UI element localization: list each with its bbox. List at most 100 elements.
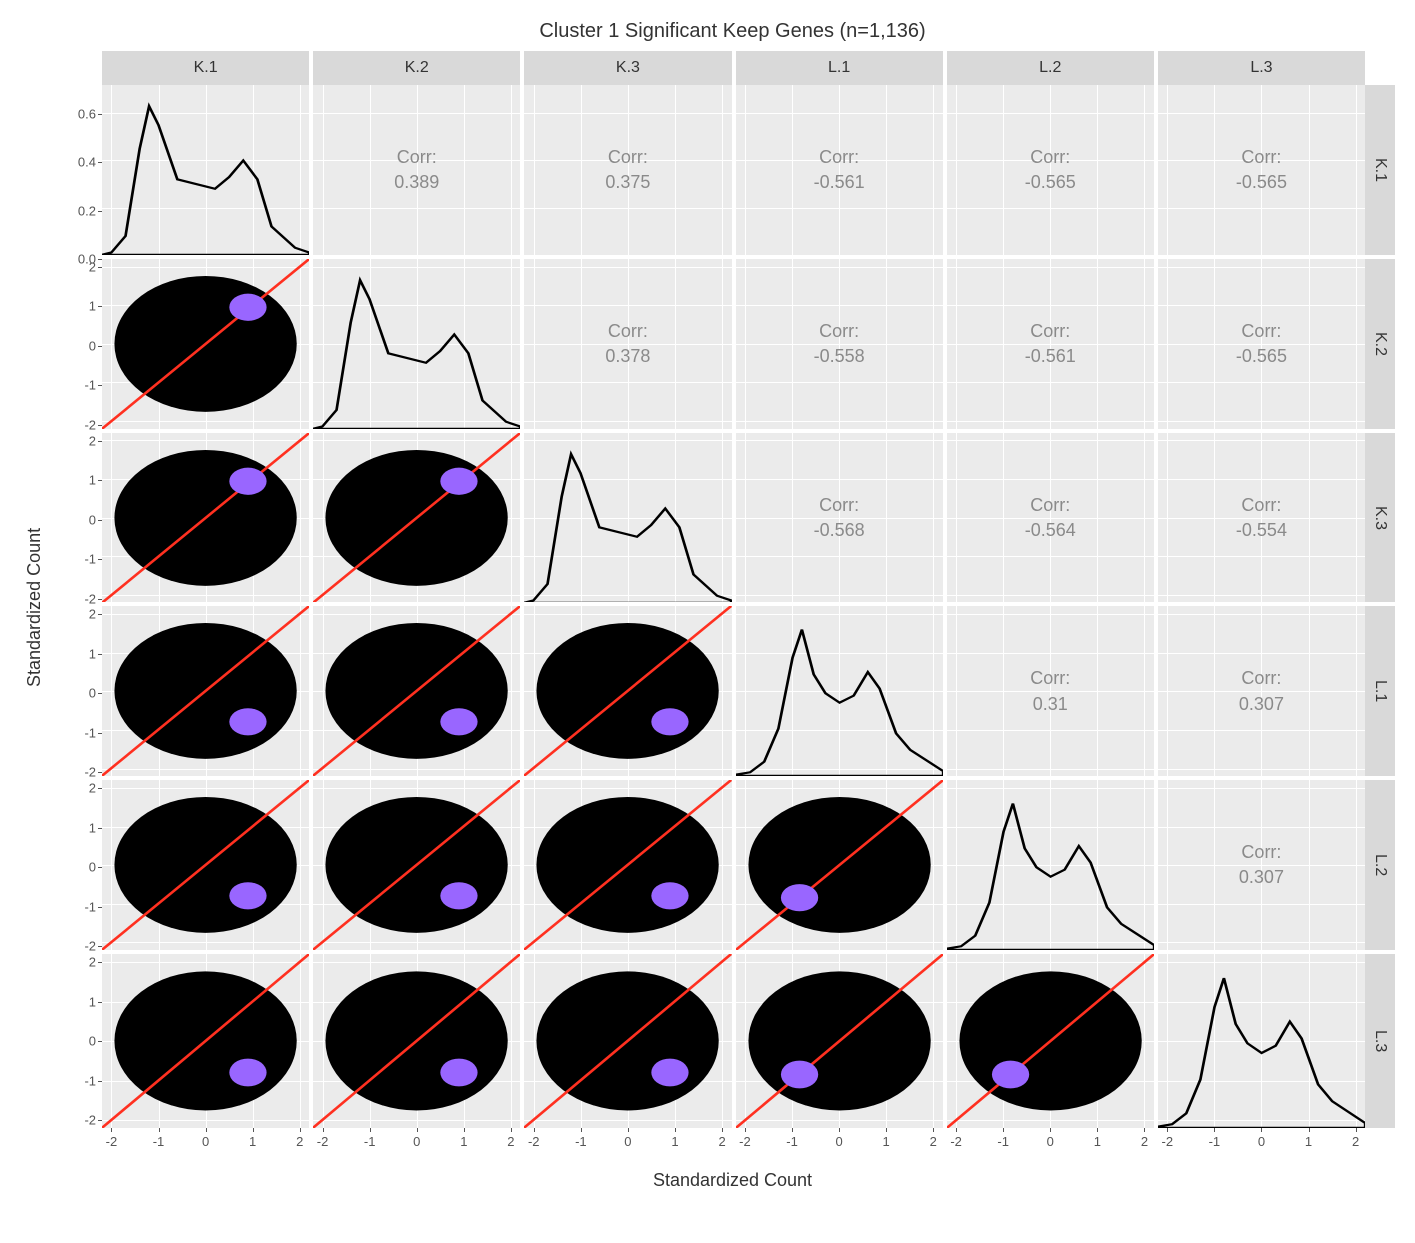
x-tick-label: 0 [413, 1134, 420, 1149]
y-tick-label: 2 [89, 259, 96, 274]
column-strips: K.1K.2K.3L.1L.2L.3 [102, 51, 1365, 85]
scatter-panel [313, 954, 520, 1128]
corr-cell: Corr:0.307 [1158, 780, 1365, 954]
corr-value: Corr:0.307 [1239, 666, 1284, 716]
density-panel [313, 259, 520, 429]
row-cells: Corr:0.389Corr:0.375Corr:-0.561Corr:-0.5… [102, 85, 1365, 259]
x-axis-row: -2-1012-2-1012-2-1012-2-1012-2-1012-2-10… [102, 1128, 1365, 1164]
scatter-panel [524, 954, 731, 1128]
x-tick-label: -1 [575, 1134, 587, 1149]
plot-main: K.1K.2K.3L.1L.2L.3 0.00.20.40.6Corr:0.38… [52, 51, 1395, 1164]
facet-row: -2-1012L.3 [52, 954, 1395, 1128]
facet-row: -2-1012Corr:0.307L.2 [52, 780, 1395, 954]
x-axis-cell: -2-1012 [947, 1128, 1158, 1164]
y-tick-label: 0 [89, 686, 96, 701]
corr-value: Corr:-0.561 [1025, 319, 1076, 369]
facet-row: -2-1012Corr:-0.568Corr:-0.564Corr:-0.554… [52, 433, 1395, 607]
y-tick-label: -1 [84, 1073, 96, 1088]
x-tick-label: 1 [1305, 1134, 1312, 1149]
y-tick-label: 1 [89, 820, 96, 835]
corr-cell: Corr:0.31 [947, 606, 1158, 780]
plot-grid: Standardized Count K.1K.2K.3L.1L.2L.3 0.… [20, 51, 1395, 1164]
corr-value: Corr:-0.564 [1025, 492, 1076, 542]
scatter-cell [102, 954, 313, 1128]
scatter-cell [313, 780, 524, 954]
row-cells: Corr:0.307 [102, 780, 1365, 954]
scatter-cell [524, 780, 735, 954]
col-strip: L.2 [947, 51, 1158, 85]
x-tick-label: 1 [249, 1134, 256, 1149]
corr-cell: Corr:-0.565 [1158, 259, 1365, 433]
corr-cell: Corr:-0.561 [947, 259, 1158, 433]
y-tick-label: 0 [89, 338, 96, 353]
scatter-cell [947, 954, 1158, 1128]
scatter-panel [313, 433, 520, 603]
density-panel [102, 85, 309, 255]
diag-cell [947, 780, 1158, 954]
corr-cell: Corr:-0.554 [1158, 433, 1365, 607]
diag-cell [524, 433, 735, 607]
corr-cell: Corr:-0.565 [947, 85, 1158, 259]
x-tick-label: -1 [997, 1134, 1009, 1149]
row-strip: K.2 [1365, 259, 1395, 433]
x-axis-cell: -2-1012 [1158, 1128, 1365, 1164]
x-tick-label: 2 [296, 1134, 303, 1149]
y-axis-cell: -2-1012 [52, 606, 102, 780]
row-strip: L.3 [1365, 954, 1395, 1128]
row-cells: Corr:0.31 Corr:0.307 [102, 606, 1365, 780]
scatter-panel [102, 606, 309, 776]
y-tick-label: -1 [84, 725, 96, 740]
x-tick-label: 2 [1352, 1134, 1359, 1149]
x-tick-label: 1 [883, 1134, 890, 1149]
y-tick-label: 0.2 [78, 203, 96, 218]
corr-cell: Corr:-0.561 [736, 85, 947, 259]
diag-cell [736, 606, 947, 780]
scatter-cell [736, 954, 947, 1128]
y-tick-label: -1 [84, 552, 96, 567]
y-tick-label: 2 [89, 433, 96, 448]
y-tick-label: -2 [84, 417, 96, 432]
x-tick-label: 0 [1258, 1134, 1265, 1149]
x-tick-label: 2 [507, 1134, 514, 1149]
scatter-panel [313, 606, 520, 776]
density-panel [736, 606, 943, 776]
density-panel [524, 433, 731, 603]
scatter-cell [102, 780, 313, 954]
y-tick-label: -1 [84, 378, 96, 393]
corr-cell: Corr:-0.564 [947, 433, 1158, 607]
x-tick-label: 2 [718, 1134, 725, 1149]
facet-row: 0.00.20.40.6Corr:0.389Corr:0.375Corr:-0.… [52, 85, 1395, 259]
corr-value: Corr:-0.561 [814, 145, 865, 195]
scatter-panel [102, 433, 309, 603]
corr-cell: Corr:-0.568 [736, 433, 947, 607]
y-tick-label: -2 [84, 765, 96, 780]
x-axis-cell: -2-1012 [102, 1128, 313, 1164]
col-strip: K.3 [524, 51, 735, 85]
y-axis-cell: -2-1012 [52, 780, 102, 954]
x-tick-label: -2 [106, 1134, 118, 1149]
col-strip: K.2 [313, 51, 524, 85]
scatter-panel [947, 954, 1154, 1128]
scatter-panel [736, 780, 943, 950]
diag-cell [1158, 954, 1365, 1128]
plot-title: Cluster 1 Significant Keep Genes (n=1,13… [20, 20, 1395, 43]
scatter-panel [524, 780, 731, 950]
y-tick-label: -2 [84, 1113, 96, 1128]
corr-cell: Corr:-0.558 [736, 259, 947, 433]
row-strip: K.1 [1365, 85, 1395, 259]
row-cells: Corr:0.378Corr:-0.558Corr:-0.561Corr:-0.… [102, 259, 1365, 433]
facet-row: -2-1012Corr:0.31Corr:0.307L.1 [52, 606, 1395, 780]
col-strip: K.1 [102, 51, 313, 85]
y-tick-label: 0 [89, 1034, 96, 1049]
scatter-cell [313, 954, 524, 1128]
x-tick-label: -2 [528, 1134, 540, 1149]
x-tick-label: -1 [153, 1134, 165, 1149]
x-tick-label: 2 [930, 1134, 937, 1149]
corr-value: Corr:-0.568 [814, 492, 865, 542]
corr-value: Corr:-0.558 [814, 319, 865, 369]
y-tick-label: 1 [89, 994, 96, 1009]
y-tick-label: 1 [89, 473, 96, 488]
corr-cell: Corr:-0.565 [1158, 85, 1365, 259]
y-axis-cell: -2-1012 [52, 433, 102, 607]
row-cells: Corr:-0.568 Corr:-0.564 Corr:-0.554 [102, 433, 1365, 607]
